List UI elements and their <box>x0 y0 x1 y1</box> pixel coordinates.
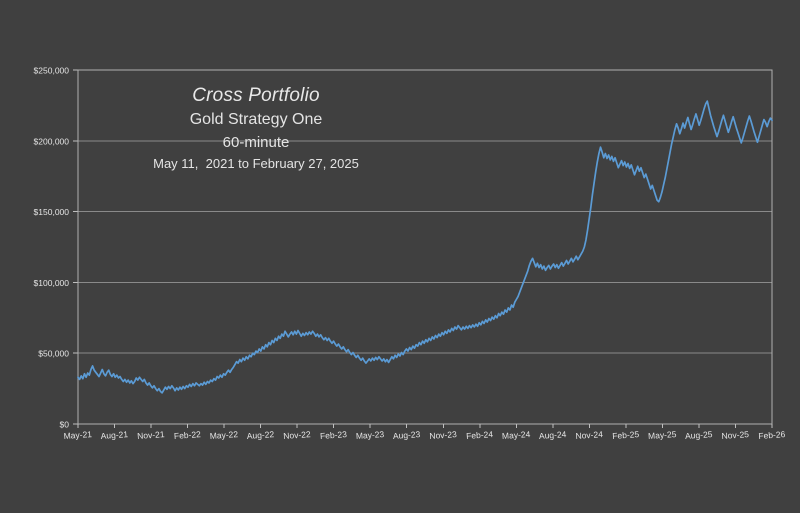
x-axis-tick-label: Feb-23 <box>320 429 348 441</box>
y-axis-tick-label: $50,000 <box>38 349 69 359</box>
x-axis-tick-label: Nov-21 <box>137 429 165 441</box>
plot-area-border <box>77 69 773 425</box>
x-axis-tick-label: Aug-23 <box>393 429 421 441</box>
x-axis-tick-label: Aug-25 <box>685 429 713 441</box>
x-axis-tick-label: Nov-24 <box>575 429 603 441</box>
x-axis-tick-label: Aug-22 <box>246 429 274 441</box>
x-axis-tick-label: Feb-25 <box>612 429 640 441</box>
x-axis-tick-label: Nov-25 <box>721 429 749 441</box>
x-axis-tick-label: May-23 <box>356 429 385 441</box>
equity-line-series <box>77 100 773 394</box>
y-axis-tick-label: $150,000 <box>34 207 70 217</box>
x-axis-tick-label: Feb-24 <box>466 429 494 441</box>
x-axis-tick-label: Aug-24 <box>539 429 567 441</box>
y-gridlines: $0 $50,000 $100,000 $150,000 $200,000 $250,00… <box>34 66 772 430</box>
y-axis-tick-label: $100,000 <box>34 278 70 288</box>
x-axis-tick-labels: May-21 Aug-21 Nov-21 Feb-22 May-22 Aug-22 Nov-… <box>63 424 786 441</box>
x-axis-tick-label: Feb-26 <box>758 429 786 441</box>
x-axis-tick-label: Aug-21 <box>100 429 128 441</box>
y-axis-tick-label: $200,000 <box>34 136 70 146</box>
y-axis-tick-label: $0 <box>60 420 70 430</box>
x-axis-tick-label: May-24 <box>502 429 531 441</box>
x-axis-tick-label: May-22 <box>209 429 238 441</box>
x-axis-tick-label: May-21 <box>63 429 92 441</box>
x-axis-tick-label: Feb-22 <box>174 429 202 441</box>
x-axis-tick-label: Nov-22 <box>283 429 311 441</box>
x-axis-tick-label: Nov-23 <box>429 429 457 441</box>
y-axis-tick-label: $250,000 <box>34 66 70 76</box>
x-axis-tick-label: May-25 <box>648 429 677 441</box>
